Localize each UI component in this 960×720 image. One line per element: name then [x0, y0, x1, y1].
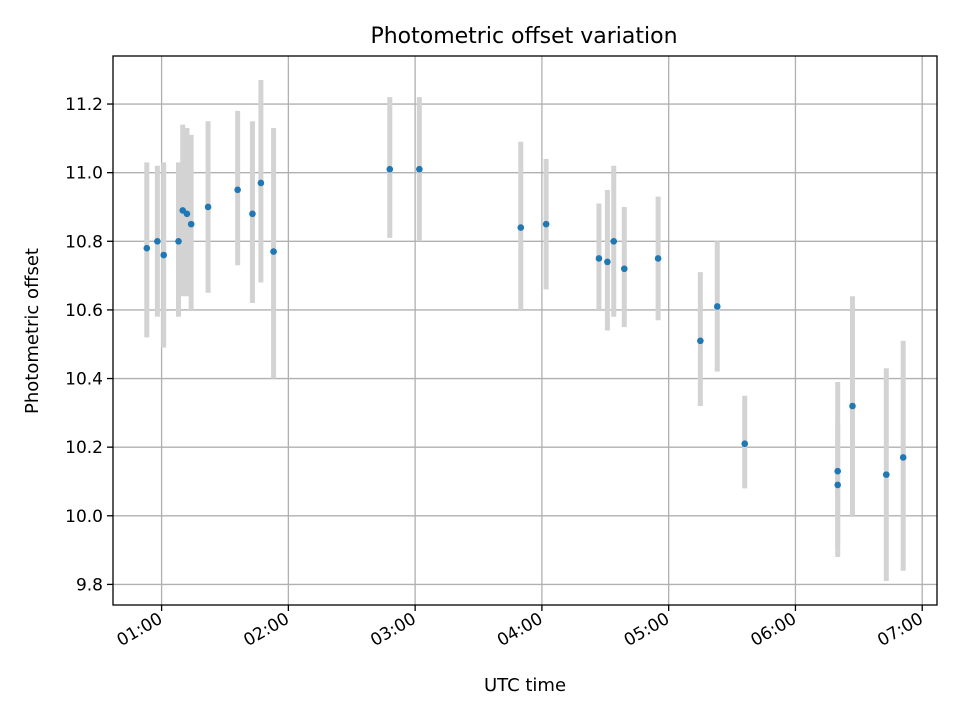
x-axis-label: UTC time: [484, 675, 566, 696]
data-point: [234, 186, 241, 194]
data-point: [187, 220, 195, 228]
y-tick-label: 9.8: [76, 575, 103, 595]
y-axis: 9.8 10.0 10.2 10.4 10.6 10.8 11.0 11.2: [65, 95, 113, 595]
data-points: [143, 165, 907, 489]
y-tick-label: 10.8: [65, 232, 103, 252]
x-tick-label: 02:00: [240, 609, 292, 651]
data-point: [257, 179, 265, 187]
data-point: [713, 303, 721, 310]
data-point: [175, 237, 182, 245]
data-point: [604, 258, 611, 266]
data-point: [204, 203, 212, 211]
data-point: [882, 471, 890, 478]
data-point: [899, 454, 907, 461]
data-point: [154, 237, 161, 245]
x-tick-label: 04:00: [494, 609, 546, 651]
x-tick-label: 03:00: [367, 609, 419, 651]
x-axis: 01:00 02:00 03:00 04:00 05:00 06:00 07:00: [114, 605, 927, 651]
data-point: [249, 210, 256, 218]
data-point: [183, 210, 191, 218]
data-point: [697, 337, 704, 345]
errorbars: [144, 80, 906, 581]
x-tick-label: 05:00: [621, 609, 673, 651]
data-point: [741, 440, 749, 448]
y-tick-label: 10.4: [65, 370, 103, 390]
data-point: [849, 402, 856, 410]
data-point: [143, 244, 151, 252]
chart-title: Photometric offset variation: [370, 24, 677, 49]
data-point: [517, 224, 525, 231]
data-point: [654, 255, 662, 262]
data-point: [542, 220, 550, 228]
data-point: [610, 237, 618, 245]
y-axis-label: Photometric offset: [22, 248, 43, 414]
y-tick-label: 10.2: [65, 438, 103, 458]
x-tick-label: 07:00: [874, 609, 926, 651]
y-tick-label: 11.2: [65, 95, 103, 115]
x-tick-label: 01:00: [114, 609, 166, 651]
data-point: [160, 251, 168, 259]
data-point: [270, 248, 277, 255]
data-point: [416, 165, 423, 173]
data-point: [834, 481, 841, 489]
data-point: [386, 165, 394, 173]
y-tick-label: 10.0: [65, 507, 103, 527]
grid: [113, 56, 937, 605]
data-point: [834, 467, 841, 475]
y-tick-label: 11.0: [65, 164, 103, 184]
x-tick-label: 06:00: [748, 609, 800, 651]
plot-frame: [112, 55, 938, 606]
y-tick-label: 10.6: [65, 301, 103, 321]
data-point: [595, 255, 603, 262]
data-point: [621, 265, 628, 273]
